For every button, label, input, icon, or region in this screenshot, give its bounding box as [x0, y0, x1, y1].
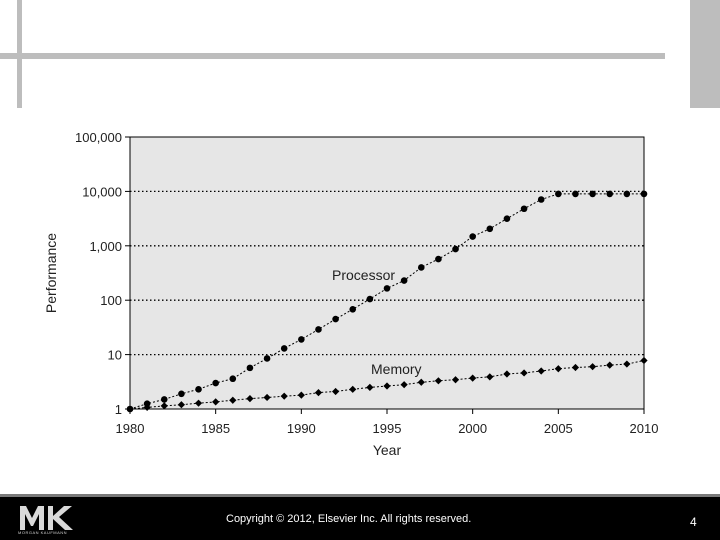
data-point-processor — [555, 190, 562, 198]
page-number: 4 — [690, 515, 697, 529]
data-point-processor — [640, 190, 648, 198]
data-point-memory — [434, 377, 442, 385]
data-point-processor — [572, 190, 579, 198]
data-point-memory — [640, 356, 648, 365]
data-point-processor — [332, 315, 339, 323]
footer-divider — [0, 494, 720, 497]
data-point-processor — [298, 336, 305, 343]
data-point-memory — [229, 396, 237, 404]
data-point-memory — [212, 398, 220, 406]
data-point-memory — [554, 365, 562, 373]
data-point-processor — [143, 400, 151, 408]
data-point-processor — [349, 306, 357, 313]
data-point-memory — [589, 363, 597, 371]
data-point-processor — [606, 190, 614, 198]
data-point-processor — [160, 396, 168, 403]
x-tick-label: 1985 — [201, 421, 230, 436]
data-point-memory — [177, 401, 185, 409]
data-point-memory — [194, 399, 203, 407]
data-point-memory — [246, 395, 254, 403]
data-point-processor — [263, 355, 271, 362]
y-tick-label: 10,000 — [82, 184, 122, 199]
data-point-processor — [503, 215, 511, 222]
data-point-memory — [469, 374, 477, 382]
data-point-memory — [349, 385, 357, 393]
data-point-processor — [520, 205, 528, 213]
data-point-memory — [623, 360, 631, 368]
x-axis-label: Year — [373, 442, 402, 458]
x-tick-label: 2000 — [458, 421, 487, 436]
y-tick-label: 1 — [115, 402, 122, 417]
y-tick-label: 10 — [108, 348, 122, 363]
data-point-processor — [589, 190, 596, 198]
data-point-processor — [452, 245, 459, 253]
y-tick-label: 100 — [100, 293, 122, 308]
data-point-memory — [263, 393, 271, 402]
data-point-memory — [400, 381, 408, 389]
x-tick-label: 2010 — [630, 421, 659, 436]
data-point-processor — [229, 375, 237, 383]
y-tick-label: 1,000 — [89, 239, 122, 254]
plot-area — [129, 136, 645, 410]
data-point-processor — [195, 386, 202, 393]
data-point-memory — [503, 370, 511, 378]
data-point-memory — [486, 373, 494, 381]
x-tick-label: 1990 — [287, 421, 316, 436]
y-tick-label: 100,000 — [75, 130, 122, 145]
data-point-memory — [160, 402, 168, 410]
x-tick-label: 2005 — [544, 421, 573, 436]
data-point-memory — [451, 376, 460, 384]
data-point-processor — [280, 345, 288, 352]
data-point-processor — [537, 196, 545, 203]
title-accent-horizontal — [0, 53, 665, 59]
series-label-processor: Processor — [332, 267, 395, 283]
data-point-memory — [332, 387, 340, 396]
data-point-memory — [280, 392, 288, 400]
data-point-memory — [571, 363, 580, 372]
mk-logo — [20, 506, 73, 530]
data-point-processor — [366, 295, 374, 303]
data-point-memory — [383, 382, 391, 390]
data-point-processor — [178, 390, 185, 398]
data-point-processor — [246, 364, 254, 372]
data-point-processor — [417, 264, 425, 271]
x-tick-label: 1980 — [116, 421, 145, 436]
data-point-memory — [126, 405, 134, 413]
data-point-memory — [606, 361, 614, 369]
data-point-processor — [623, 190, 631, 198]
data-point-memory — [417, 378, 425, 386]
x-tick-label: 1995 — [373, 421, 402, 436]
data-point-memory — [537, 367, 545, 375]
copyright-text: Copyright © 2012, Elsevier Inc. All righ… — [226, 513, 472, 525]
data-point-processor — [469, 233, 476, 240]
title-accent-block — [690, 0, 720, 108]
data-point-processor — [435, 255, 442, 263]
data-point-memory — [520, 369, 528, 377]
data-point-memory — [366, 383, 374, 391]
y-axis-label: Performance — [43, 233, 59, 313]
data-point-processor — [212, 379, 219, 387]
logo-subtext: MORGAN KAUFMANN — [18, 530, 68, 535]
series-label-memory: Memory — [371, 361, 422, 377]
footer-bar — [0, 497, 720, 540]
data-point-processor — [315, 326, 322, 333]
data-point-memory — [297, 391, 305, 399]
data-point-memory — [314, 389, 323, 397]
data-point-processor — [400, 277, 408, 284]
data-point-processor — [486, 225, 494, 233]
data-point-processor — [383, 285, 391, 292]
data-point-memory — [143, 403, 151, 412]
